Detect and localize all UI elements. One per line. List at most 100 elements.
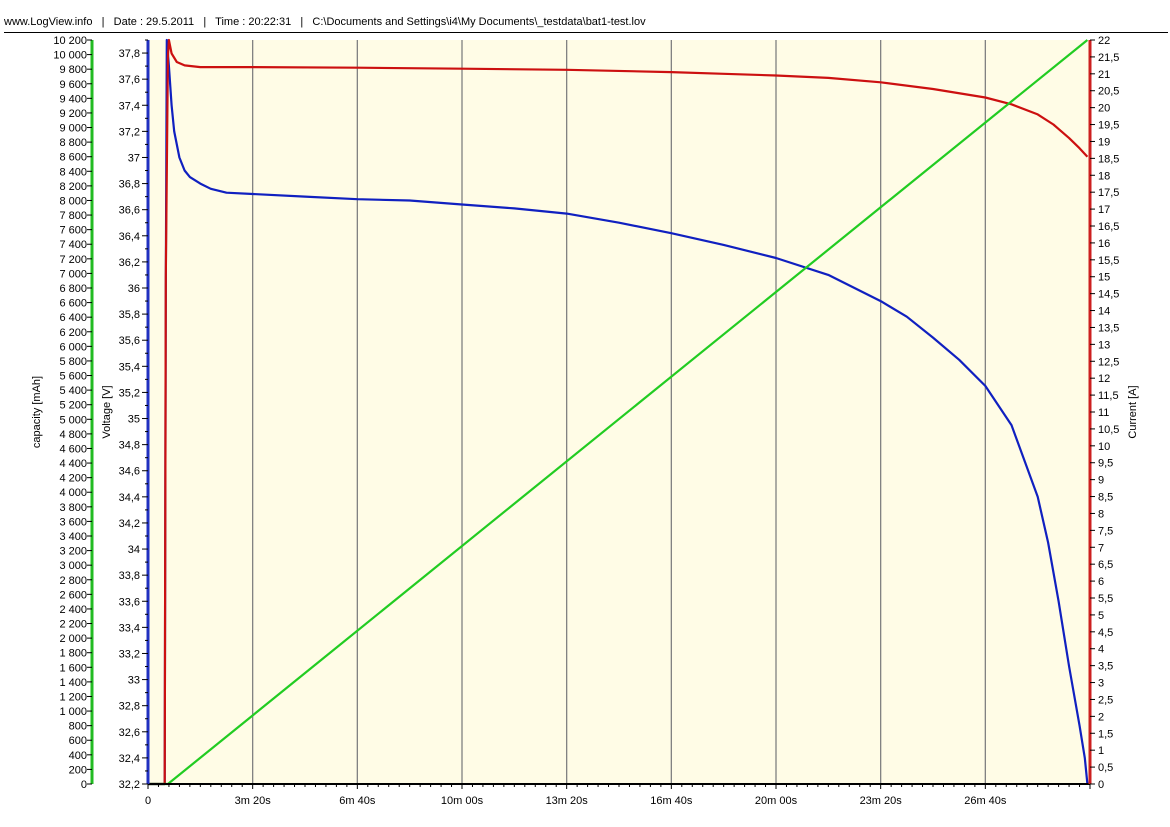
current-tick-label: 12,5 [1098,356,1119,368]
current-tick-label: 14 [1098,306,1110,318]
current-tick-label: 20 [1098,103,1110,115]
current-tick-label: 21 [1098,69,1110,81]
capacity-tick-label: 3 200 [59,546,87,558]
current-tick-label: 19 [1098,136,1110,148]
capacity-tick-label: 9 000 [59,123,87,135]
capacity-tick-label: 1 000 [59,706,87,718]
capacity-tick-label: 3 000 [59,560,87,572]
current-tick-label: 0,5 [1098,762,1113,774]
current-tick-label: 13,5 [1098,322,1119,334]
current-tick-label: 21,5 [1098,52,1119,64]
current-tick-label: 13 [1098,339,1110,351]
x-tick-label: 0 [145,795,151,807]
capacity-tick-label: 2 200 [59,619,87,631]
current-tick-label: 11 [1098,407,1109,419]
voltage-tick-label: 37,2 [119,126,140,138]
current-tick-label: 9,5 [1098,458,1113,470]
current-tick-label: 5,5 [1098,593,1113,605]
voltage-tick-label: 36,6 [119,205,140,217]
voltage-tick-label: 37 [128,152,140,164]
capacity-tick-label: 1 600 [59,662,87,674]
current-tick-label: 16 [1098,238,1110,250]
capacity-tick-label: 7 400 [59,239,87,251]
capacity-tick-label: 3 600 [59,516,87,528]
capacity-tick-label: 3 800 [59,502,87,514]
voltage-tick-label: 32,8 [119,701,140,713]
capacity-tick-label: 4 000 [59,487,87,499]
current-tick-label: 10 [1098,441,1110,453]
capacity-tick-label: 6 800 [59,283,87,295]
capacity-tick-label: 9 800 [59,64,87,76]
capacity-tick-label: 9 200 [59,108,87,120]
capacity-tick-label: 2 000 [59,633,87,645]
voltage-tick-label: 36 [128,283,140,295]
current-tick-label: 5 [1098,610,1104,622]
capacity-tick-label: 2 600 [59,589,87,601]
capacity-tick-label: 5 800 [59,356,87,368]
voltage-tick-label: 32,6 [119,727,140,739]
current-tick-label: 15,5 [1098,255,1119,267]
capacity-tick-label: 10 200 [53,35,87,47]
capacity-tick-label: 9 400 [59,93,87,105]
voltage-tick-label: 35,6 [119,335,140,347]
voltage-tick-label: 33,4 [119,622,140,634]
voltage-tick-label: 35,8 [119,309,140,321]
voltage-tick-label: 37,8 [119,48,140,60]
x-tick-label: 20m 00s [755,795,798,807]
current-tick-label: 8 [1098,508,1104,520]
capacity-tick-label: 8 200 [59,181,87,193]
capacity-tick-label: 8 000 [59,195,87,207]
current-tick-label: 3,5 [1098,661,1113,673]
current-tick-label: 7,5 [1098,525,1113,537]
voltage-tick-label: 35,2 [119,387,140,399]
x-tick-label: 16m 40s [650,795,693,807]
capacity-tick-label: 1 800 [59,648,87,660]
voltage-tick-label: 33 [128,675,140,687]
voltage-tick-label: 36,2 [119,257,140,269]
voltage-tick-label: 32,2 [119,779,140,791]
capacity-tick-label: 3 400 [59,531,87,543]
current-tick-label: 6,5 [1098,559,1113,571]
current-tick-label: 0 [1098,779,1104,791]
current-tick-label: 2 [1098,711,1104,723]
capacity-tick-label: 2 800 [59,575,87,587]
voltage-tick-label: 36,4 [119,231,140,243]
capacity-tick-label: 7 000 [59,268,87,280]
x-tick-label: 3m 20s [235,795,272,807]
capacity-tick-label: 4 600 [59,443,87,455]
current-tick-label: 6 [1098,576,1104,588]
capacity-tick-label: 6 400 [59,312,87,324]
capacity-tick-label: 8 600 [59,152,87,164]
voltage-tick-label: 37,4 [119,100,140,112]
voltage-tick-label: 35,4 [119,361,140,373]
current-tick-label: 17 [1098,204,1110,216]
x-tick-label: 6m 40s [339,795,376,807]
current-tick-label: 2,5 [1098,694,1113,706]
current-tick-label: 16,5 [1098,221,1119,233]
current-tick-label: 18,5 [1098,153,1119,165]
capacity-tick-label: 6 200 [59,327,87,339]
capacity-tick-label: 7 600 [59,225,87,237]
x-tick-label: 23m 20s [860,795,903,807]
capacity-tick-label: 6 000 [59,341,87,353]
current-tick-label: 17,5 [1098,187,1119,199]
voltage-tick-label: 33,6 [119,596,140,608]
voltage-tick-label: 33,2 [119,648,140,660]
capacity-tick-label: 800 [69,721,87,733]
current-tick-label: 3 [1098,678,1104,690]
voltage-tick-label: 36,8 [119,179,140,191]
current-tick-label: 1 [1098,745,1104,757]
capacity-tick-label: 200 [69,764,87,776]
current-tick-label: 7 [1098,542,1104,554]
title-bar: www.LogView.info | Date : 29.5.2011 | Ti… [0,0,1170,33]
capacity-tick-label: 1 400 [59,677,87,689]
current-tick-label: 4,5 [1098,627,1113,639]
voltage-tick-label: 34,4 [119,492,140,504]
current-tick-label: 19,5 [1098,120,1119,132]
header-divider [4,32,1168,33]
capacity-tick-label: 6 600 [59,298,87,310]
capacity-tick-label: 5 200 [59,400,87,412]
capacity-tick-label: 5 600 [59,371,87,383]
current-tick-label: 9 [1098,475,1104,487]
